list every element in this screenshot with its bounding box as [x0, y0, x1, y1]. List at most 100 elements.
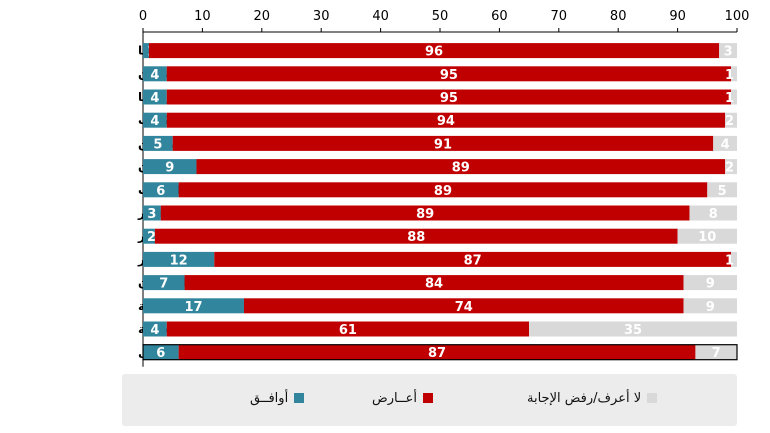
- bar-segment: [719, 43, 737, 59]
- bar-segment: [166, 89, 732, 105]
- data-label: 9: [706, 277, 715, 292]
- bar-segment: [143, 298, 244, 314]
- bar-segment: [725, 159, 737, 175]
- bar-segment: [178, 344, 696, 360]
- data-label: 84: [425, 277, 443, 292]
- bar-segment: [143, 344, 179, 360]
- data-label: 7: [712, 346, 721, 361]
- legend-label-oppose: أعــارض: [372, 390, 417, 406]
- data-label: 89: [434, 184, 452, 199]
- data-label: 4: [150, 68, 159, 83]
- bar-segment: [154, 228, 678, 244]
- bar-segment: [529, 321, 737, 337]
- bar-segment: [689, 205, 737, 221]
- data-label: 74: [455, 300, 473, 315]
- legend: أوافــق أعــارض لا أعرف/رفض الإجابة: [122, 374, 737, 426]
- x-tick-label: 70: [551, 9, 568, 24]
- bar-segment: [143, 89, 167, 105]
- bar-segment: [148, 43, 720, 59]
- average-bar-outline: [142, 344, 738, 361]
- data-label: 61: [339, 323, 357, 338]
- x-tick-label: 20: [254, 9, 271, 24]
- bar-segment: [143, 275, 185, 291]
- bar-segment: [166, 66, 732, 82]
- bar-segment: [143, 321, 167, 337]
- legend-item-agree: أوافــق: [250, 388, 305, 408]
- bar-segment: [725, 112, 737, 128]
- bar-segment: [243, 298, 684, 314]
- legend-swatch-agree: [294, 393, 305, 403]
- bar-segment: [731, 89, 737, 105]
- x-tick-label: 90: [669, 9, 686, 24]
- bar-segment: [143, 228, 155, 244]
- data-label: 89: [416, 207, 434, 222]
- data-label: 5: [718, 184, 727, 199]
- data-label: 12: [170, 253, 188, 268]
- bar-segment: [695, 344, 737, 360]
- data-label: 88: [407, 230, 425, 245]
- bar-segment: [160, 205, 690, 221]
- data-label: 2: [147, 230, 156, 245]
- data-label: 87: [464, 253, 482, 268]
- data-label: 8: [709, 207, 718, 222]
- data-label: 3: [724, 45, 733, 60]
- bar-segment: [707, 182, 737, 198]
- data-label: 95: [440, 91, 458, 106]
- bar-segment: [731, 66, 737, 82]
- bar-segment: [214, 251, 732, 267]
- bar-segment: [143, 43, 149, 59]
- data-label: 1: [725, 68, 734, 83]
- legend-swatch-dont-know: [647, 393, 658, 403]
- bar-segment: [178, 182, 708, 198]
- data-label: 3: [147, 207, 156, 222]
- bar-segment: [143, 66, 167, 82]
- data-label: 10: [698, 230, 716, 245]
- data-label: 89: [452, 161, 470, 176]
- bar-segment: [143, 112, 167, 128]
- bar-segment: [166, 321, 530, 337]
- legend-label-dont-know: لا أعرف/رفض الإجابة: [527, 390, 642, 406]
- legend-label-agree: أوافــق: [250, 390, 289, 406]
- bar-segment: [713, 135, 737, 151]
- data-label: 95: [440, 68, 458, 83]
- bar-segment: [143, 159, 197, 175]
- x-tick-label: 40: [372, 9, 389, 24]
- data-label: 4: [150, 114, 159, 129]
- x-tick-label: 100: [725, 9, 750, 24]
- bar-segment: [196, 159, 726, 175]
- data-label: 1: [725, 253, 734, 268]
- data-label: 7: [159, 277, 168, 292]
- bar-segment: [184, 275, 684, 291]
- x-tick-label: 50: [432, 9, 449, 24]
- bar-segment: [683, 298, 737, 314]
- x-tick-label: 60: [491, 9, 508, 24]
- x-tick-label: 10: [194, 9, 211, 24]
- data-label: 6: [156, 346, 165, 361]
- data-label: 17: [184, 300, 202, 315]
- data-label: 9: [165, 161, 174, 176]
- data-label: 6: [156, 184, 165, 199]
- data-label: 35: [624, 323, 642, 338]
- bar-segment: [143, 205, 161, 221]
- bar-segment: [143, 135, 173, 151]
- data-label: 87: [428, 346, 446, 361]
- x-tick-label: 30: [313, 9, 330, 24]
- bar-segment: [731, 251, 737, 267]
- bar-segment: [677, 228, 737, 244]
- bar-segment: [143, 182, 179, 198]
- data-label: 94: [437, 114, 455, 129]
- bar-segment: [166, 112, 726, 128]
- data-label: 96: [425, 45, 443, 60]
- legend-item-dont-know: لا أعرف/رفض الإجابة: [527, 388, 658, 408]
- data-label: 1: [725, 91, 734, 106]
- bar-segment: [172, 135, 714, 151]
- data-label: 9: [706, 300, 715, 315]
- data-label: 4: [150, 323, 159, 338]
- data-label: 2: [725, 114, 734, 129]
- bar-segment: [683, 275, 737, 291]
- x-tick-label: 80: [610, 9, 627, 24]
- x-tick-label: 0: [139, 9, 147, 24]
- legend-swatch-oppose: [422, 393, 433, 403]
- data-label: 91: [434, 137, 452, 152]
